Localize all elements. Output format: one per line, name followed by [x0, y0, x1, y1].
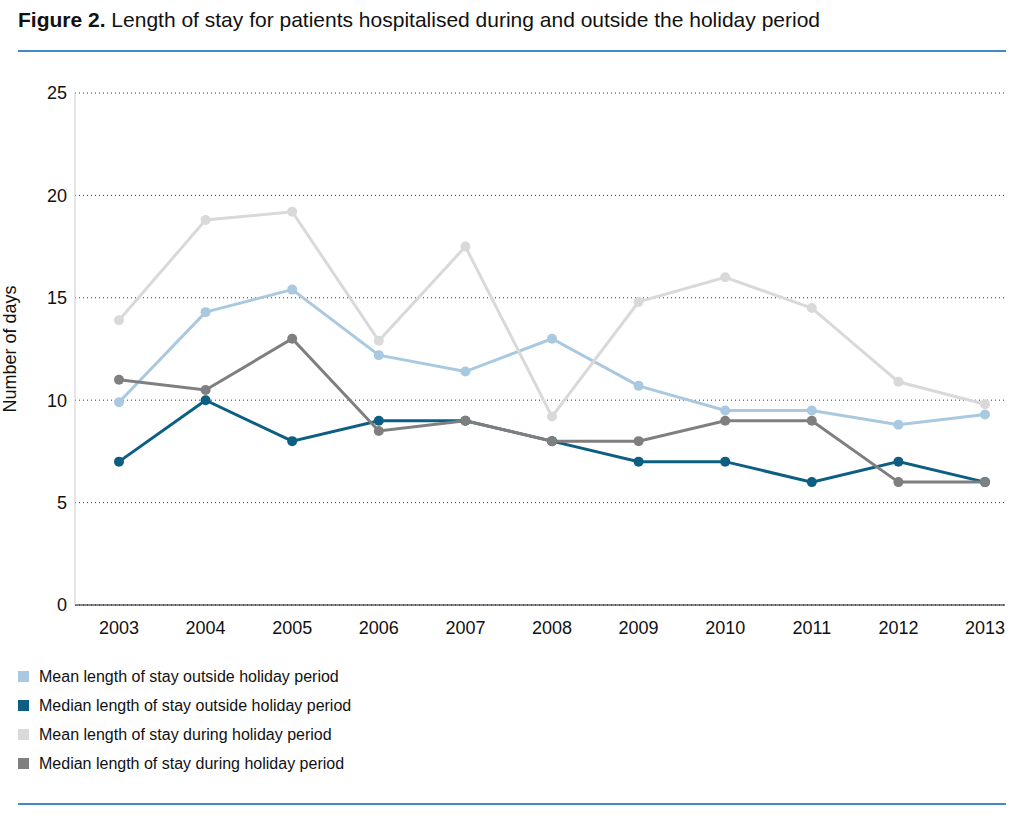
svg-text:0: 0	[57, 595, 67, 615]
html-text:Figure 2. Length of stay for p: Figure 2. Length of stay for patients ho…	[18, 8, 820, 31]
svg-text:Number of days: Number of days	[8, 285, 20, 412]
svg-text:10: 10	[47, 391, 67, 411]
svg-text:2005: 2005	[272, 618, 312, 638]
svg-text:2009: 2009	[619, 618, 659, 638]
html-text:Mean length of stay outside ho: Mean length of stay outside holiday peri…	[39, 667, 339, 685]
html-text:Median length of stay during h: Median length of stay during holiday per…	[39, 754, 345, 772]
svg-text:2010: 2010	[705, 618, 745, 638]
svg-text:15: 15	[47, 288, 67, 308]
html-text:Median length of stay outside: Median length of stay outside holiday pe…	[39, 696, 352, 714]
svg-text:2004: 2004	[186, 618, 226, 638]
svg-text:20: 20	[47, 186, 67, 206]
svg-text:2007: 2007	[445, 618, 485, 638]
svg-text:2013: 2013	[965, 618, 1005, 638]
svg-text:2003: 2003	[99, 618, 139, 638]
svg-text:2008: 2008	[532, 618, 572, 638]
svg-text:25: 25	[47, 83, 67, 103]
svg-text:2006: 2006	[359, 618, 399, 638]
svg-text:5: 5	[57, 493, 67, 513]
svg-text:2012: 2012	[878, 618, 918, 638]
html-text:Mean length of stay during hol: Mean length of stay during holiday perio…	[39, 725, 332, 743]
svg-text:2011: 2011	[792, 618, 831, 638]
